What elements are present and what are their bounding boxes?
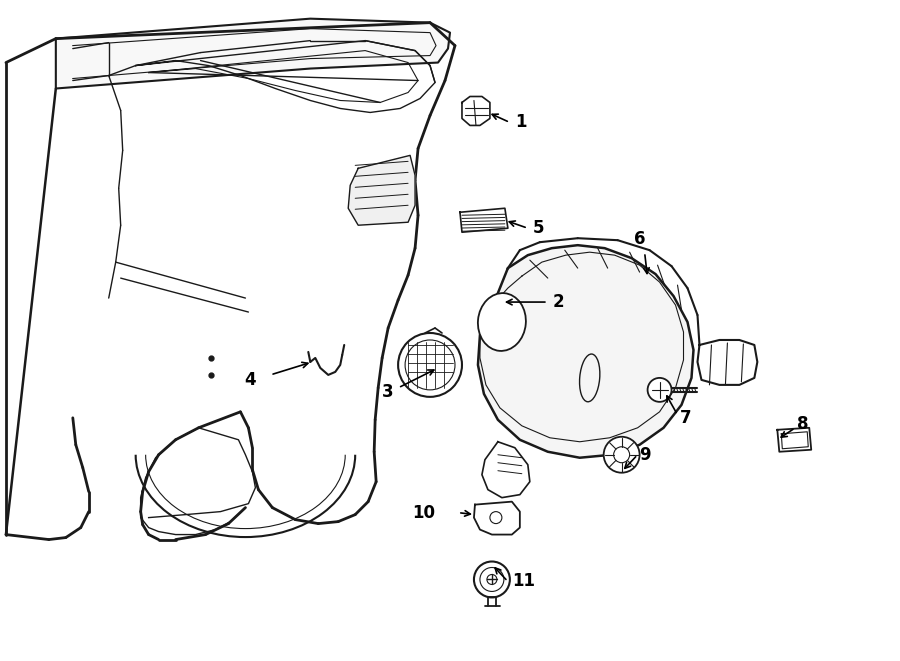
Text: 7: 7	[680, 408, 691, 427]
Text: 9: 9	[640, 446, 652, 464]
Circle shape	[398, 333, 462, 397]
Text: 3: 3	[382, 383, 394, 401]
Polygon shape	[460, 208, 508, 232]
Circle shape	[474, 561, 510, 598]
Text: 2: 2	[553, 293, 564, 311]
Polygon shape	[778, 428, 811, 451]
Polygon shape	[348, 155, 415, 225]
Circle shape	[604, 437, 640, 473]
Polygon shape	[478, 245, 694, 457]
Ellipse shape	[478, 293, 526, 351]
Text: 4: 4	[244, 371, 256, 389]
Text: 1: 1	[515, 114, 526, 132]
Polygon shape	[698, 340, 758, 385]
Polygon shape	[474, 502, 520, 535]
Text: 11: 11	[512, 572, 535, 590]
Text: 5: 5	[533, 219, 544, 237]
Text: 6: 6	[634, 230, 645, 248]
Polygon shape	[56, 19, 450, 89]
Text: 8: 8	[797, 415, 809, 433]
Polygon shape	[482, 442, 530, 498]
Ellipse shape	[580, 354, 600, 402]
Text: 10: 10	[412, 504, 435, 522]
Circle shape	[648, 378, 671, 402]
